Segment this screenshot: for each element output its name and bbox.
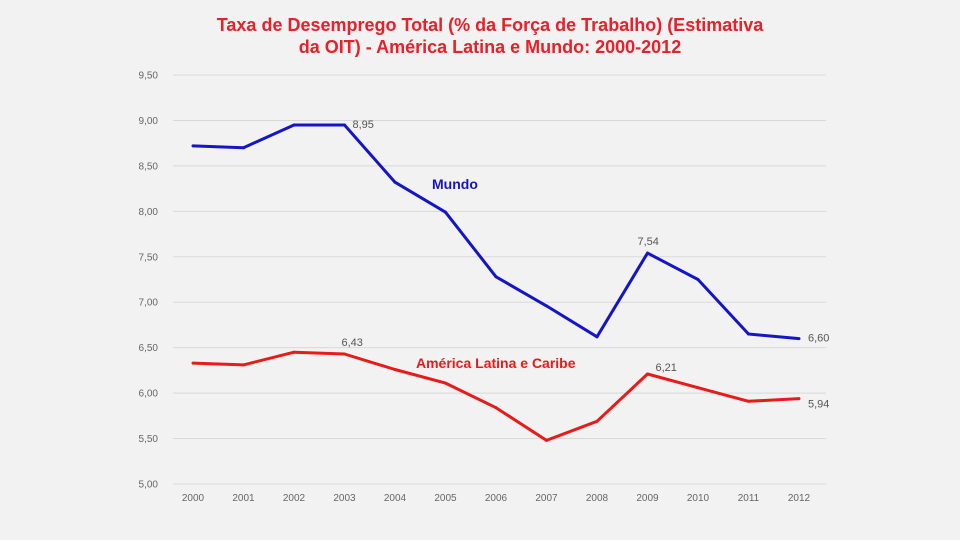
data-point [242,363,245,367]
x-tick-label: 2006 [485,493,508,504]
series-label-mundo: Mundo [432,176,478,192]
y-tick-label: 7,00 [139,298,159,309]
data-label: 6,21 [656,362,677,374]
x-tick-label: 2009 [636,493,659,504]
x-tick-label: 2012 [788,493,811,504]
data-point [292,123,296,127]
data-point [494,275,498,279]
y-tick-label: 9,00 [139,116,159,127]
y-tick-label: 8,00 [139,207,159,218]
data-point [595,335,599,339]
data-point [797,397,801,401]
data-point [393,367,397,371]
data-label: 6,60 [808,333,829,345]
y-tick-label: 6,50 [139,343,159,354]
series-label-america-latina: América Latina e Caribe [416,355,576,371]
y-tick-label: 5,00 [139,480,159,491]
data-point [444,210,447,214]
data-point [696,386,700,390]
y-tick-label: 7,50 [139,252,159,263]
data-point [343,123,346,127]
x-tick-label: 2008 [586,493,609,504]
data-point [343,352,346,356]
x-tick-label: 2005 [434,493,457,504]
data-point [494,406,498,410]
data-point [747,399,750,403]
data-point [191,361,195,365]
chart-title-line1: Taxa de Desemprego Total (% da Força de … [216,15,764,35]
x-tick-label: 2003 [333,493,356,504]
data-point [292,350,296,354]
x-tick-label: 2004 [384,493,407,504]
data-point [646,251,649,255]
data-point [646,372,649,376]
data-label: 5,94 [808,399,829,411]
y-tick-label: 5,50 [139,434,159,445]
x-tick-label: 2001 [232,493,255,504]
data-point [595,419,599,423]
y-tick-label: 6,00 [139,389,159,400]
chart-title: Taxa de Desemprego Total (% da Força de … [160,14,820,58]
x-tick-label: 2007 [535,493,558,504]
data-point [696,278,700,281]
data-label: 6,43 [342,337,363,349]
data-label: 8,95 [353,119,374,131]
x-tick-label: 2010 [687,493,710,504]
y-tick-label: 8,50 [139,161,159,172]
data-point [393,180,397,184]
data-point [242,146,245,150]
chart-title-line2: da OIT) - América Latina e Mundo: 2000-2… [298,37,682,57]
data-point [191,144,195,148]
data-label: 7,54 [638,236,659,248]
series-line-mundo [192,123,800,341]
data-point [747,332,750,336]
x-tick-label: 2002 [283,493,306,504]
data-point [545,304,548,308]
data-point [444,381,447,385]
data-point [797,337,801,341]
x-tick-label: 2011 [738,493,760,504]
y-tick-label: 9,50 [139,71,159,82]
data-point [545,438,548,442]
x-tick-label: 2000 [182,493,205,504]
